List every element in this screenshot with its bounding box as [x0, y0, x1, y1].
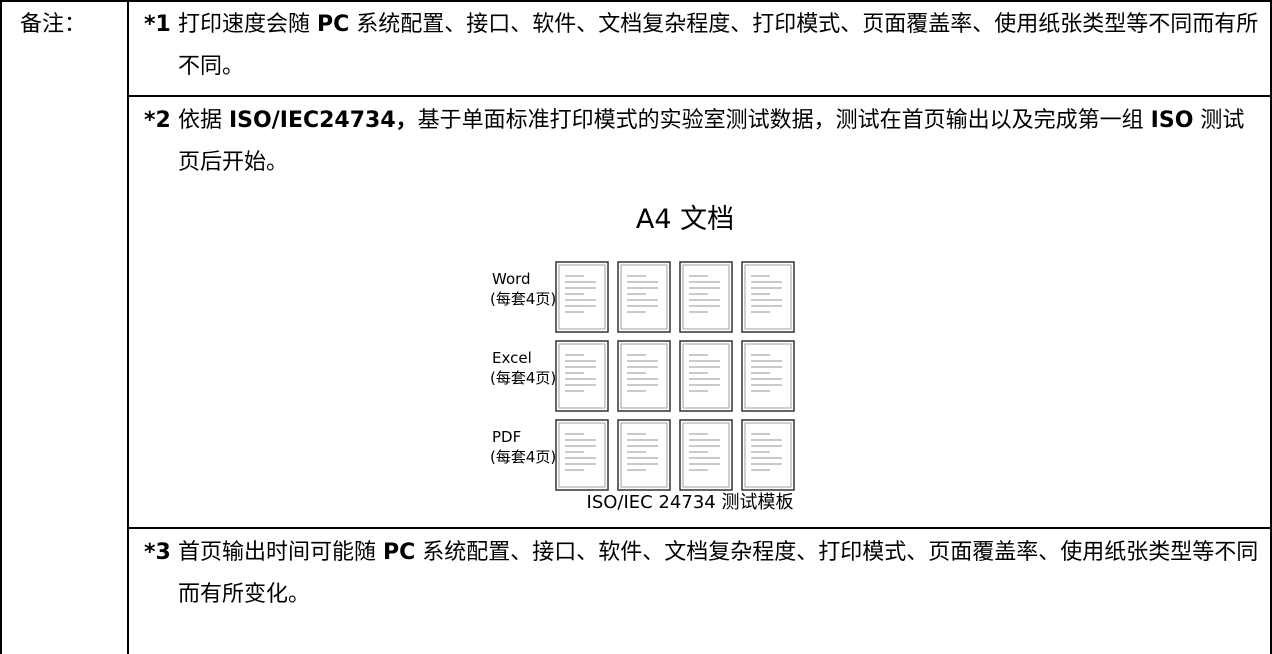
border: [127, 95, 1272, 97]
note: *3 首页输出时间可能随 PC 系统配置、接口、软件、文档复杂程度、打印模式、页面…: [144, 532, 1260, 616]
page-thumb: [555, 340, 609, 412]
note-run: ISO/IEC24734，: [229, 108, 418, 133]
border: [0, 0, 2, 654]
border: [127, 0, 129, 654]
page-thumb-inner: [682, 343, 730, 409]
note-text: 首页输出时间可能随 PC 系统配置、接口、软件、文档复杂程度、打印模式、页面覆盖…: [178, 532, 1260, 616]
page-thumb-inner: [558, 343, 606, 409]
page-thumb: [679, 261, 733, 333]
row-count: (每套4页): [490, 290, 556, 308]
figure-caption: ISO/IEC 24734 测试模板: [587, 492, 794, 513]
label: 备注：: [20, 12, 87, 37]
page-thumb-inner: [558, 264, 606, 330]
note-run: ISO: [1150, 108, 1194, 133]
note-run: 系统配置、接口、软件、文档复杂程度、打印模式、页面覆盖率、使用纸张类型等不同而有…: [178, 540, 1259, 607]
border: [127, 527, 1272, 529]
page-thumb-inner: [682, 422, 730, 488]
page-thumb-inner: [744, 264, 792, 330]
page-thumb-inner: [620, 422, 668, 488]
note: *1 打印速度会随 PC 系统配置、接口、软件、文档复杂程度、打印模式、页面覆盖率…: [144, 4, 1260, 88]
page-thumb: [617, 340, 671, 412]
page-thumb: [679, 419, 733, 491]
note-run: 依据: [178, 108, 229, 133]
border: [0, 0, 1272, 2]
row-name: Word: [492, 270, 531, 288]
note-marker: *2: [144, 108, 171, 133]
figure: A4 文档 ISO/IEC 24734 测试模板 Word (每套4页) Excel…: [490, 204, 795, 513]
note-marker: *1: [144, 12, 171, 37]
row-count: (每套4页): [490, 448, 556, 466]
row-name: PDF: [492, 428, 521, 446]
note-text: 依据 ISO/IEC24734，基于单面标准打印模式的实验室测试数据，测试在首页…: [178, 100, 1260, 184]
note-run: 首页输出时间可能随: [178, 540, 383, 565]
page-thumb: [741, 261, 795, 333]
page-thumb: [741, 419, 795, 491]
note-run: 系统配置、接口、软件、文档复杂程度、打印模式、页面覆盖率、使用纸张类型等不同而有…: [178, 12, 1259, 79]
page-thumb-inner: [620, 264, 668, 330]
page-thumb-inner: [744, 422, 792, 488]
note-cell: *1 打印速度会随 PC 系统配置、接口、软件、文档复杂程度、打印模式、页面覆盖率…: [144, 4, 1260, 88]
note-run: 基于单面标准打印模式的实验室测试数据，测试在首页输出以及完成第一组: [417, 108, 1151, 133]
note-cell: *2 依据 ISO/IEC24734，基于单面标准打印模式的实验室测试数据，测试在…: [144, 100, 1260, 184]
page-thumb: [741, 340, 795, 412]
page-thumb: [555, 419, 609, 491]
border: [1270, 0, 1272, 654]
note-run: 测试页后开始。: [178, 108, 1245, 175]
page-thumb: [617, 261, 671, 333]
page-thumb: [679, 340, 733, 412]
row-name: Excel: [492, 349, 532, 367]
page-thumb-inner: [682, 264, 730, 330]
figure-title: A4 文档: [636, 204, 734, 235]
page-thumb-inner: [744, 343, 792, 409]
note-marker: *3: [144, 540, 171, 565]
note-run: PC: [383, 540, 416, 565]
note-run: PC: [317, 12, 350, 37]
page-thumb: [555, 261, 609, 333]
note: *2 依据 ISO/IEC24734，基于单面标准打印模式的实验室测试数据，测试在…: [144, 100, 1260, 184]
note-cell: *3 首页输出时间可能随 PC 系统配置、接口、软件、文档复杂程度、打印模式、页面…: [144, 532, 1260, 616]
note-text: 打印速度会随 PC 系统配置、接口、软件、文档复杂程度、打印模式、页面覆盖率、使…: [178, 4, 1260, 88]
page-thumb-inner: [620, 343, 668, 409]
page-thumb-inner: [558, 422, 606, 488]
note-run: 打印速度会随: [178, 12, 317, 37]
row-count: (每套4页): [490, 369, 556, 387]
page-thumb: [617, 419, 671, 491]
